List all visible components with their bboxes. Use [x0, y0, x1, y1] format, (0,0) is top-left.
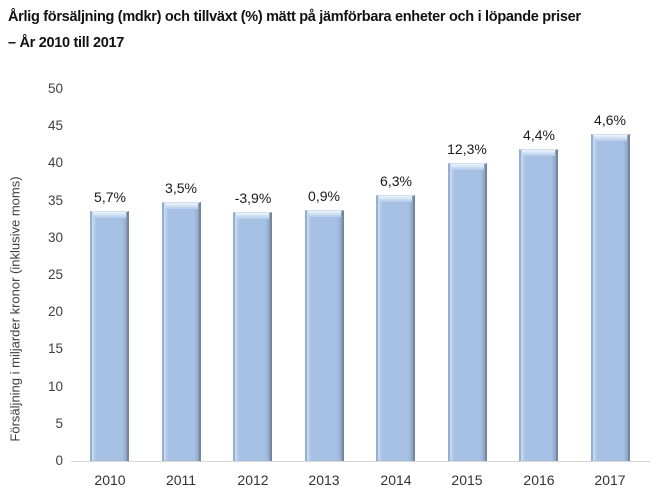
- y-tick-20: 20: [47, 304, 63, 320]
- bar-2016: [519, 149, 558, 461]
- x-label-2014: 2014: [380, 472, 412, 488]
- y-tick-30: 30: [47, 229, 63, 245]
- y-tick-5: 5: [55, 415, 63, 431]
- x-label-2012: 2012: [237, 472, 269, 488]
- bar-2011: [162, 202, 201, 461]
- y-tick-50: 50: [47, 81, 63, 96]
- growth-label-2013: 0,9%: [308, 188, 340, 204]
- bar-2010: [90, 211, 129, 461]
- bar-2012: [233, 212, 272, 461]
- growth-label-2010: 5,7%: [94, 189, 126, 205]
- y-tick-0: 0: [55, 453, 63, 468]
- growth-label-2014: 6,3%: [380, 173, 412, 189]
- growth-label-2017: 4,6%: [594, 112, 626, 128]
- growth-label-2011: 3,5%: [165, 180, 197, 196]
- x-label-2015: 2015: [451, 472, 483, 488]
- y-tick-10: 10: [47, 378, 63, 394]
- chart-subtitle: – År 2010 till 2017: [8, 35, 125, 51]
- y-tick-40: 40: [47, 155, 63, 171]
- bar-2015: [448, 163, 487, 461]
- growth-label-2012: -3,9%: [234, 190, 272, 206]
- y-tick-15: 15: [47, 341, 63, 357]
- chart-title: Årlig försäljning (mdkr) och tillväxt (%…: [8, 9, 581, 25]
- y-tick-35: 35: [47, 192, 63, 208]
- growth-label-2015: 12,3%: [447, 141, 487, 157]
- x-axis-line: [71, 461, 650, 462]
- x-label-2017: 2017: [594, 472, 626, 488]
- x-label-2010: 2010: [94, 472, 126, 488]
- bar-2013: [305, 210, 344, 461]
- bar-2017: [591, 134, 630, 461]
- bar-2014: [376, 195, 415, 461]
- y-tick-25: 25: [47, 267, 63, 282]
- x-label-2016: 2016: [523, 472, 555, 488]
- growth-label-2016: 4,4%: [523, 127, 555, 143]
- x-label-2013: 2013: [308, 472, 340, 488]
- y-tick-45: 45: [47, 118, 63, 134]
- x-label-2011: 2011: [165, 472, 197, 488]
